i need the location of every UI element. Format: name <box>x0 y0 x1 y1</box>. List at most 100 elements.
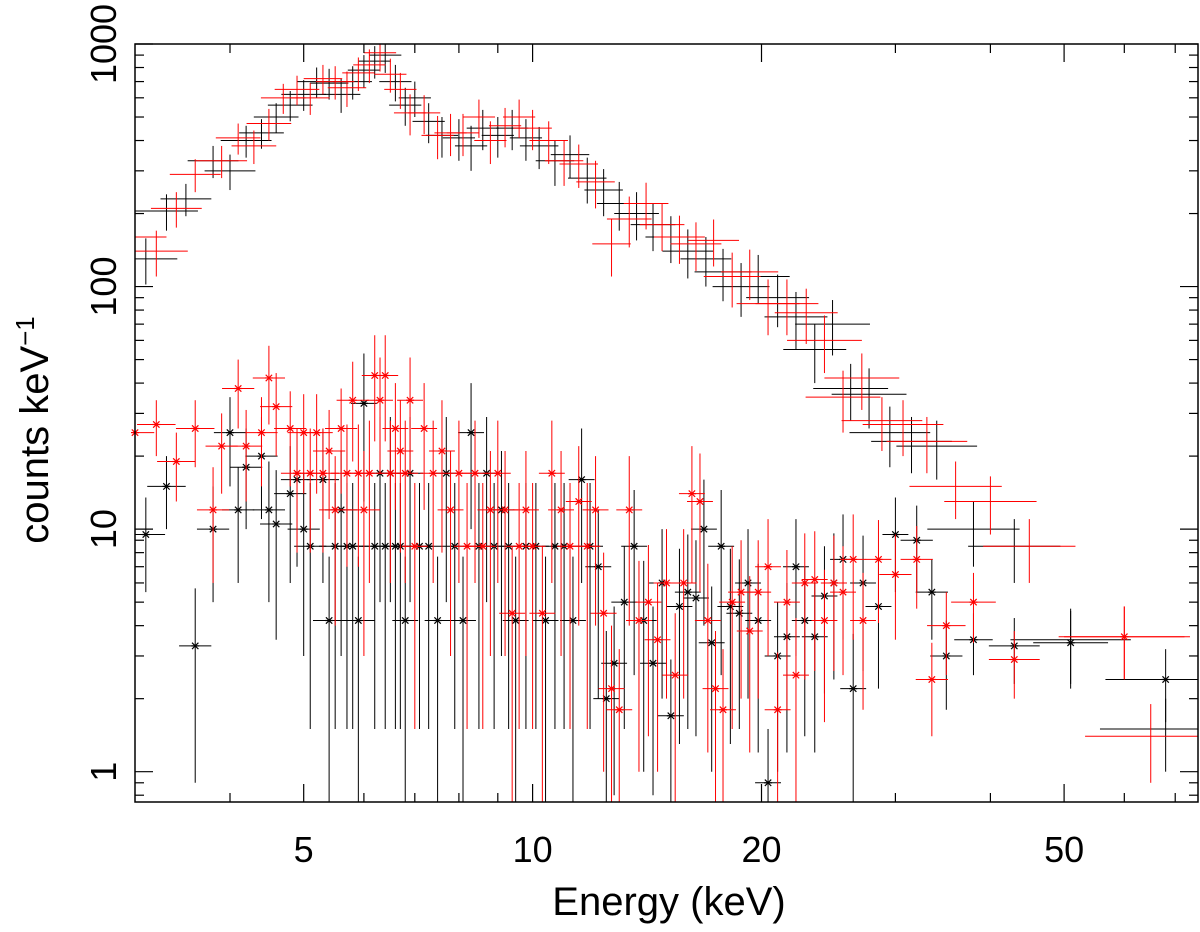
data-point <box>519 126 559 170</box>
data-point <box>160 183 212 217</box>
data-point <box>445 420 472 583</box>
data-point <box>274 75 320 106</box>
data-point <box>606 196 652 248</box>
data-point <box>408 95 441 135</box>
data-point <box>231 130 277 165</box>
data-point <box>915 642 948 737</box>
data-point <box>830 546 856 676</box>
data-point <box>389 87 422 126</box>
data-point <box>736 576 763 753</box>
data-point <box>509 119 543 161</box>
data-point <box>849 406 931 468</box>
data-point <box>213 397 247 487</box>
data-point <box>915 559 948 640</box>
data-point <box>513 109 552 151</box>
data-point <box>614 192 659 241</box>
data-point <box>896 420 978 480</box>
data-point <box>557 482 583 729</box>
data-point <box>312 556 346 802</box>
data-point <box>412 103 445 144</box>
data-point <box>379 64 412 102</box>
data-point <box>626 560 652 772</box>
data-point <box>865 520 892 624</box>
y-tick-label: 1 <box>83 762 124 782</box>
data-point <box>670 529 697 699</box>
x-tick-label: 20 <box>741 829 781 870</box>
data-point <box>585 509 612 699</box>
data-point <box>137 400 176 457</box>
data-point <box>488 107 522 148</box>
data-point <box>512 450 539 656</box>
data-layer <box>131 44 1198 802</box>
data-point <box>813 363 889 421</box>
data-point <box>560 556 586 802</box>
y-tick-label: 100 <box>83 257 124 317</box>
data-point <box>690 479 717 626</box>
y-axis-title-main: counts keV <box>13 346 57 544</box>
data-point <box>374 58 407 93</box>
data-point <box>623 182 669 230</box>
data-point <box>442 119 476 161</box>
data-point <box>755 519 781 656</box>
data-point <box>662 613 689 802</box>
data-point <box>281 80 327 111</box>
data-point <box>147 456 186 530</box>
data-point <box>230 409 263 502</box>
data-point <box>721 249 779 301</box>
data-point <box>220 125 272 158</box>
data-point <box>446 113 480 157</box>
data-point <box>222 359 255 429</box>
data-point <box>544 140 584 186</box>
data-point <box>900 526 933 609</box>
data-point <box>532 556 559 802</box>
data-point <box>592 218 631 277</box>
data-point <box>300 394 333 494</box>
data-point <box>424 556 451 802</box>
data-point <box>462 99 496 138</box>
data-point <box>196 145 248 179</box>
x-tick-label: 5 <box>294 829 314 870</box>
data-point <box>774 288 838 344</box>
data-point <box>598 625 625 802</box>
data-point <box>274 391 307 487</box>
data-point <box>764 652 791 802</box>
data-point <box>611 546 638 729</box>
data-point <box>421 115 454 160</box>
data-point <box>260 373 293 457</box>
data-point <box>708 489 735 676</box>
x-tick-label: 50 <box>1044 829 1084 870</box>
data-point <box>927 592 966 676</box>
x-tick-label: 10 <box>513 829 553 870</box>
y-tick-label: 10 <box>83 509 124 549</box>
data-point <box>927 501 1020 567</box>
data-point <box>169 159 221 193</box>
data-point <box>499 546 526 802</box>
data-point <box>462 420 488 583</box>
data-point <box>503 99 536 138</box>
tick-labels: 5 10 20 50 1 10 100 1000 <box>83 4 1084 870</box>
data-point <box>944 476 1037 535</box>
data-point <box>367 357 393 474</box>
data-point <box>135 194 198 231</box>
data-point <box>1033 610 1109 689</box>
data-point <box>606 649 633 802</box>
data-point <box>795 300 870 356</box>
data-point <box>755 728 781 802</box>
data-point <box>150 192 202 228</box>
data-point <box>568 157 607 204</box>
data-point <box>593 631 620 802</box>
data-point <box>458 383 485 530</box>
data-point <box>398 81 431 118</box>
data-point <box>454 482 481 729</box>
data-point <box>260 470 293 640</box>
data-point <box>1105 649 1198 723</box>
data-point <box>719 546 746 729</box>
data-point <box>710 649 736 802</box>
data-point <box>321 78 361 113</box>
data-point <box>862 400 944 457</box>
y-tick-label: 1000 <box>83 4 124 84</box>
data-point <box>336 361 369 462</box>
data-point <box>175 400 215 468</box>
data-point <box>635 545 662 737</box>
data-point <box>783 324 847 384</box>
